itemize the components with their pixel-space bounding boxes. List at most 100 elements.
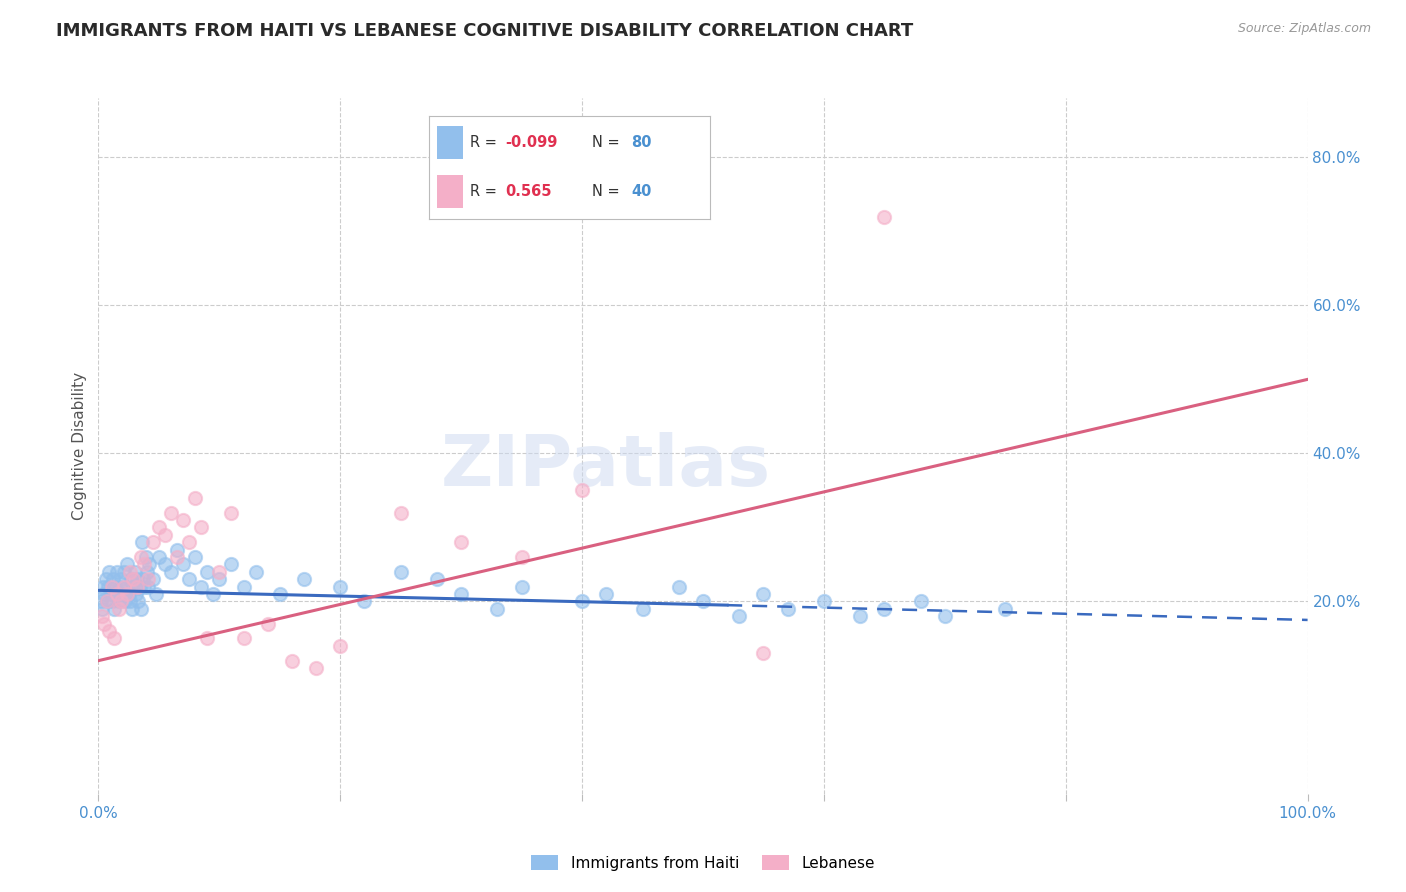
Point bbox=[110, 594, 132, 608]
Point bbox=[426, 572, 449, 586]
Point bbox=[104, 580, 127, 594]
Text: 0.565: 0.565 bbox=[505, 185, 551, 200]
Point bbox=[631, 602, 654, 616]
Point bbox=[221, 506, 243, 520]
Point bbox=[994, 602, 1017, 616]
Point bbox=[221, 558, 243, 572]
Point bbox=[134, 580, 156, 594]
Point bbox=[96, 594, 118, 608]
Point bbox=[132, 572, 155, 586]
Text: Source: ZipAtlas.com: Source: ZipAtlas.com bbox=[1237, 22, 1371, 36]
Point bbox=[172, 558, 194, 572]
Point bbox=[752, 646, 775, 660]
Point bbox=[145, 587, 167, 601]
Point bbox=[510, 549, 533, 564]
Point bbox=[100, 594, 122, 608]
Point bbox=[813, 594, 835, 608]
Point bbox=[122, 572, 145, 586]
Point bbox=[281, 654, 304, 668]
Point bbox=[128, 580, 150, 594]
Bar bbox=[437, 126, 463, 159]
Point bbox=[112, 580, 135, 594]
Point bbox=[232, 580, 254, 594]
Point bbox=[172, 513, 194, 527]
Point bbox=[571, 483, 593, 498]
Point bbox=[160, 506, 183, 520]
Point bbox=[142, 535, 165, 549]
Point bbox=[571, 594, 593, 608]
Point bbox=[305, 661, 328, 675]
Point bbox=[91, 580, 114, 594]
Y-axis label: Cognitive Disability: Cognitive Disability bbox=[72, 372, 87, 520]
Point bbox=[124, 565, 146, 579]
Point bbox=[934, 609, 956, 624]
Point bbox=[121, 602, 143, 616]
Point bbox=[849, 609, 872, 624]
Text: R =: R = bbox=[470, 135, 501, 150]
Point bbox=[114, 594, 136, 608]
Point bbox=[269, 587, 291, 601]
Point bbox=[208, 565, 231, 579]
Point bbox=[117, 587, 139, 601]
Point bbox=[692, 594, 714, 608]
Point bbox=[202, 587, 225, 601]
Text: 40: 40 bbox=[631, 185, 651, 200]
Point bbox=[127, 572, 149, 586]
Point bbox=[153, 558, 176, 572]
Point bbox=[97, 580, 120, 594]
Point bbox=[103, 602, 125, 616]
Text: IMMIGRANTS FROM HAITI VS LEBANESE COGNITIVE DISABILITY CORRELATION CHART: IMMIGRANTS FROM HAITI VS LEBANESE COGNIT… bbox=[56, 22, 914, 40]
Point bbox=[100, 580, 122, 594]
Point bbox=[118, 594, 141, 608]
Point bbox=[184, 549, 207, 564]
Text: -0.099: -0.099 bbox=[505, 135, 557, 150]
Point bbox=[668, 580, 690, 594]
Point bbox=[329, 580, 352, 594]
Point bbox=[166, 542, 188, 557]
Point bbox=[101, 572, 124, 586]
Point bbox=[292, 572, 315, 586]
Point bbox=[195, 632, 218, 646]
Point bbox=[118, 587, 141, 601]
Point bbox=[179, 535, 201, 549]
Point bbox=[486, 602, 509, 616]
Point bbox=[910, 594, 932, 608]
Point bbox=[91, 602, 114, 616]
Text: 80: 80 bbox=[631, 135, 652, 150]
Point bbox=[108, 580, 131, 594]
Point bbox=[111, 587, 134, 601]
Point bbox=[103, 632, 125, 646]
Point bbox=[90, 594, 112, 608]
Point bbox=[105, 565, 128, 579]
Point bbox=[776, 602, 799, 616]
Point bbox=[122, 580, 145, 594]
Point bbox=[112, 565, 135, 579]
Point bbox=[450, 535, 472, 549]
Point bbox=[129, 549, 152, 564]
Point bbox=[148, 549, 170, 564]
Point bbox=[107, 587, 129, 601]
Point bbox=[353, 594, 375, 608]
Point bbox=[728, 609, 751, 624]
Point bbox=[136, 580, 159, 594]
Point bbox=[131, 535, 153, 549]
Point bbox=[96, 594, 118, 608]
Point bbox=[142, 572, 165, 586]
Point bbox=[190, 520, 212, 534]
Point bbox=[179, 572, 201, 586]
Point bbox=[108, 594, 131, 608]
Point bbox=[450, 587, 472, 601]
Text: N =: N = bbox=[592, 135, 624, 150]
Point bbox=[138, 558, 160, 572]
Point bbox=[873, 210, 896, 224]
Point bbox=[98, 624, 121, 638]
Point bbox=[160, 565, 183, 579]
Point bbox=[208, 572, 231, 586]
Point bbox=[110, 572, 132, 586]
Point bbox=[129, 602, 152, 616]
Point bbox=[118, 565, 141, 579]
Point bbox=[134, 558, 156, 572]
Point bbox=[94, 572, 117, 586]
Point bbox=[153, 528, 176, 542]
Point bbox=[595, 587, 617, 601]
